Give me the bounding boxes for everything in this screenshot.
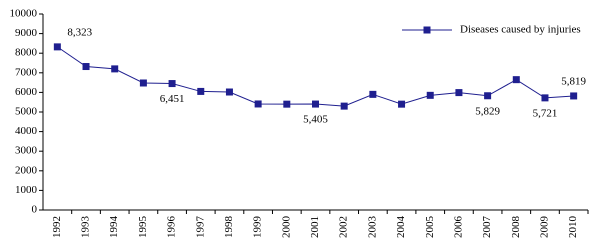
y-tick-label: 7000: [15, 66, 38, 78]
point: [455, 89, 463, 97]
data-label: 5,405: [303, 114, 328, 126]
x-tick-label: 2010: [567, 216, 579, 239]
x-tick-label: 2005: [424, 216, 436, 239]
x-tick-label: 1996: [166, 216, 178, 239]
x-tick-label: 2007: [481, 216, 493, 239]
x-tick-label: 1995: [137, 216, 149, 239]
legend-marker: [423, 26, 431, 34]
point: [340, 102, 348, 110]
x-tick-label: 1992: [51, 216, 63, 238]
x-tick-label: 1998: [223, 216, 235, 239]
data-label: 5,819: [561, 75, 586, 87]
data-label: 6,451: [160, 93, 185, 105]
y-tick-label: 3000: [15, 145, 38, 157]
y-tick-label: 9000: [15, 27, 38, 39]
data-label: 5,829: [475, 105, 500, 117]
x-tick-label: 2000: [280, 216, 292, 239]
x-tick-label: 2004: [395, 216, 407, 239]
y-tick-label: 0: [32, 204, 38, 216]
point: [570, 92, 578, 100]
x-tick-label: 2002: [338, 216, 350, 238]
x-tick-label: 1994: [108, 216, 120, 239]
x-tick-label: 1999: [252, 216, 264, 239]
point: [139, 79, 147, 87]
point: [512, 76, 520, 84]
y-tick-label: 10000: [10, 8, 38, 20]
y-tick-label: 6000: [15, 86, 38, 98]
point: [197, 87, 205, 95]
point: [225, 88, 233, 96]
point: [398, 100, 406, 108]
point: [53, 43, 61, 51]
x-tick-label: 1993: [80, 216, 92, 239]
y-tick-label: 8000: [15, 47, 38, 59]
point: [312, 100, 319, 108]
legend-label: Diseases caused by injuries: [460, 24, 581, 36]
point: [541, 94, 549, 102]
point: [111, 65, 119, 73]
x-tick-label: 2001: [309, 216, 321, 238]
point: [484, 92, 492, 100]
y-tick-label: 1000: [15, 184, 38, 196]
data-label: 5,721: [533, 107, 558, 119]
x-tick-label: 2009: [539, 216, 551, 239]
point: [369, 90, 377, 98]
point: [283, 100, 291, 108]
y-tick-label: 4000: [15, 125, 38, 137]
line: [57, 46, 574, 107]
data-label: 8,323: [67, 26, 92, 38]
y-tick-label: 5000: [15, 106, 38, 118]
point: [254, 100, 262, 108]
y-tick-label: 2000: [15, 164, 38, 176]
x-tick-label: 1997: [194, 216, 206, 239]
x-tick-label: 2008: [510, 216, 522, 239]
point: [168, 80, 176, 88]
x-tick-label: 2006: [452, 216, 464, 239]
x-tick-label: 2003: [366, 216, 378, 239]
point: [82, 63, 90, 71]
point: [426, 91, 434, 99]
